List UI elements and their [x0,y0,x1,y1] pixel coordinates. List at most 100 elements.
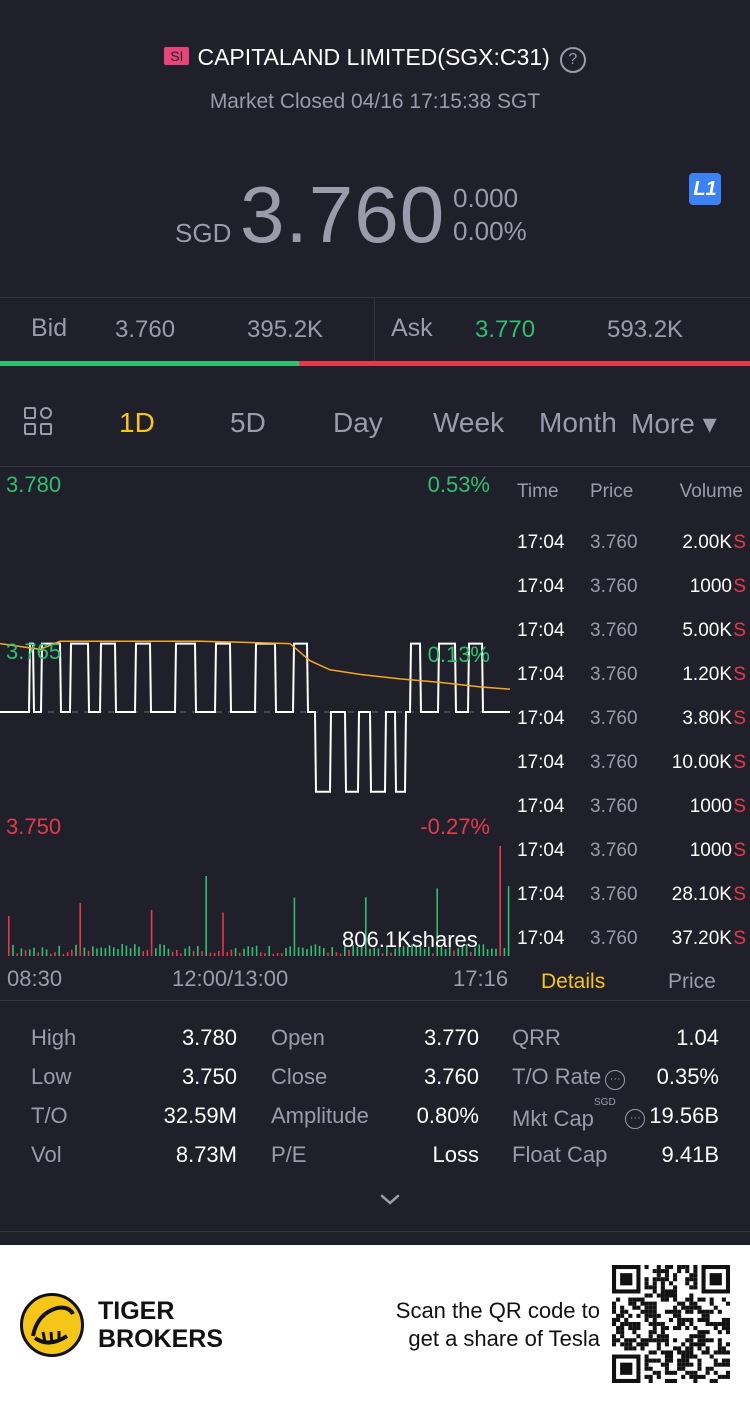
tab-week[interactable]: Week [433,407,505,438]
turnover-rate-value: 0.35% [656,1064,719,1089]
close-label: Close [271,1064,328,1089]
volume-bar [155,948,157,956]
tab-more[interactable]: More ▾ [631,408,717,439]
trade-row: 17:04 3.760 1000 S [512,840,750,884]
volume-bar [495,948,497,956]
amplitude-label: Amplitude [271,1103,369,1128]
trade-volume: 1000 [689,576,732,597]
open-value: 3.770 [423,1025,479,1050]
ask-price: 3.770 [475,316,536,343]
volume-bar [360,944,363,956]
trade-time: 17:04 [517,620,565,641]
trade-time: 17:04 [517,928,565,949]
volume-bar [62,953,65,956]
volume-bar [499,846,501,956]
volume-bar [54,952,56,956]
expand-chevron-icon[interactable] [375,1188,405,1212]
float-cap-label: Float Cap [512,1142,608,1167]
volume-bar [197,946,199,956]
y-tick-low-pct: -0.27% [420,814,490,839]
volume-bar [100,947,102,956]
col-time: Time [517,481,559,502]
volume-bar [503,948,506,956]
x-tick-close: 17:16 [453,966,509,991]
tab-day[interactable]: Day [333,407,383,438]
market-cap-value[interactable]: ··· 19.56B [625,1103,719,1129]
turnover-rate-label[interactable]: T/O Rate ··· [512,1064,626,1090]
trade-volume: 37.20K [671,928,732,949]
volume-bar [167,948,170,956]
price-change-pct: 0.00% [453,216,527,246]
volume-bar [230,949,233,956]
volume-total-label: 806.1Kshares [342,927,478,952]
volume-bar [461,946,464,956]
bid-price: 3.760 [115,316,176,343]
volume-bar [365,897,367,956]
trade-row: 17:04 3.760 1.20K S [512,664,750,708]
more-info-icon[interactable]: ··· [605,1070,626,1090]
volume-label: Vol [31,1142,62,1167]
volume-bar [327,952,329,956]
volume-bar [293,897,296,956]
trade-time: 17:04 [517,752,565,773]
brand-line-1: TIGER [98,1297,175,1325]
volume-bar [234,948,237,956]
volume-bar [251,947,254,956]
volume-bar [129,948,132,956]
volume-bar [415,945,417,956]
market-badge: SI [164,47,190,65]
trade-volume: 1000 [689,796,732,817]
trade-volume: 3.80K [682,708,732,729]
tab-price[interactable]: Price [668,970,716,993]
grid-layout-icon[interactable] [24,407,56,439]
volume-bar [146,949,149,956]
volume-bar [491,948,493,956]
volume-bar [486,948,489,956]
volume-bar [184,948,186,956]
volume-bar [142,951,144,956]
price-series-line [0,642,510,793]
volume-bar [453,950,455,956]
trade-price: 3.760 [590,576,638,597]
scan-line-2: get a share of Tesla [408,1326,600,1351]
stock-title: CAPITALAND LIMITED(SGX:C31) [197,44,550,70]
scan-text: Scan the QR code to get a share of Tesla [396,1297,600,1353]
volume-bar [71,949,73,956]
intraday-chart[interactable]: 3.780 0.53% 3.765 0.13% 3.750 -0.27% 806… [0,466,512,961]
amplitude-value: 0.80% [416,1103,479,1128]
trade-price: 3.760 [590,620,638,641]
currency-label: SGD [175,218,232,248]
volume-bar [272,953,275,956]
volume-bar [16,953,18,956]
tab-month[interactable]: Month [539,407,617,438]
tiger-logo-icon [20,1293,84,1357]
tab-5d[interactable]: 5D [230,407,266,438]
y-tick-high-pct: 0.53% [427,472,490,497]
y-tick-mid-pct: 0.13% [427,642,490,667]
trade-side: S [733,796,746,817]
trade-volume: 2.00K [682,532,732,553]
volume-bar [390,952,392,956]
volume-bar [428,946,430,956]
level1-badge[interactable]: L1 [689,173,721,205]
trade-side: S [733,664,746,685]
volume-bar [507,886,510,956]
chart-canvas [0,640,511,956]
bid-volume-bar [0,361,299,366]
y-tick-mid: 3.765 [6,639,62,664]
volume-bar [285,948,287,956]
volume-bar [289,946,291,956]
high-value: 3.780 [181,1025,237,1050]
tab-1d[interactable]: 1D [119,407,155,438]
volume-bar [209,952,212,956]
tab-details[interactable]: Details [541,970,606,993]
qr-code-icon[interactable] [612,1265,730,1383]
promo-footer: TIGER BROKERS Scan the QR code to get a … [0,1245,750,1405]
volume-bar [386,945,388,956]
volume-bar [171,951,174,956]
market-cap-info-icon[interactable]: ··· [625,1109,646,1129]
volume-bar [310,945,312,956]
volume-bar [75,944,77,956]
help-icon[interactable]: ? [559,47,586,73]
low-label: Low [31,1064,72,1089]
